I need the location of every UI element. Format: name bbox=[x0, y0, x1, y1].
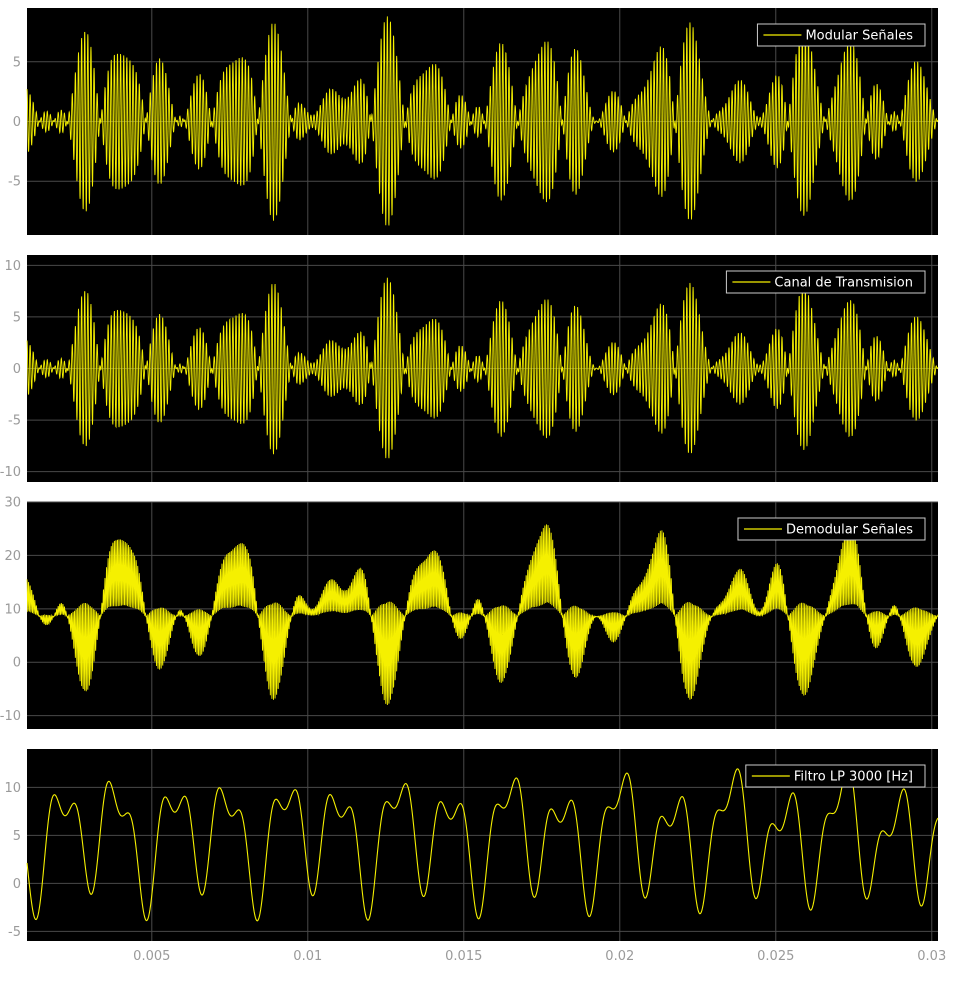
y-tick-label: -5 bbox=[8, 175, 21, 190]
y-tick-label: 10 bbox=[4, 602, 21, 617]
y-tick-label: 20 bbox=[4, 549, 21, 564]
signal-line bbox=[26, 16, 939, 226]
y-tick-label: 5 bbox=[13, 829, 21, 844]
y-tick-label: -10 bbox=[0, 709, 21, 724]
y-tick-labels: -10 0 10 20 30 bbox=[0, 496, 21, 725]
y-tick-label: 0 bbox=[13, 362, 21, 377]
subplot-1: -5 0 5 Modular Señales bbox=[8, 8, 939, 235]
legend: Canal de Transmision bbox=[725, 270, 926, 294]
legend: Demodular Señales bbox=[737, 517, 926, 541]
y-tick-label: 0 bbox=[13, 877, 21, 892]
legend-label: Filtro LP 3000 [Hz] bbox=[794, 770, 913, 785]
x-tick-label: 0.005 bbox=[133, 949, 170, 964]
x-tick-label: 0.03 bbox=[917, 949, 946, 964]
legend-box bbox=[756, 23, 926, 47]
subplot-2: -10 -5 0 5 10 Canal de Transmision bbox=[0, 255, 939, 482]
legend-label: Demodular Señales bbox=[786, 523, 913, 538]
x-tick-label: 0.015 bbox=[445, 949, 482, 964]
legend-box bbox=[725, 270, 926, 294]
y-tick-label: 10 bbox=[4, 259, 21, 274]
grid bbox=[27, 749, 938, 941]
y-tick-labels: -10 -5 0 5 10 bbox=[0, 259, 21, 480]
y-tick-labels: -5 0 5 bbox=[8, 55, 21, 189]
x-tick-label: 0.01 bbox=[293, 949, 322, 964]
x-tick-label: 0.02 bbox=[605, 949, 634, 964]
y-tick-label: -5 bbox=[8, 414, 21, 429]
signal-line bbox=[26, 764, 939, 922]
y-tick-label: -5 bbox=[8, 925, 21, 940]
legend-box bbox=[745, 764, 926, 788]
y-tick-label: 0 bbox=[13, 115, 21, 130]
x-tick-labels: 0.005 0.01 0.015 0.02 0.025 0.03 bbox=[133, 949, 946, 964]
x-tick-label: 0.025 bbox=[757, 949, 794, 964]
y-tick-label: -10 bbox=[0, 465, 21, 480]
legend: Filtro LP 3000 [Hz] bbox=[745, 764, 926, 788]
legend-box bbox=[737, 517, 926, 541]
y-tick-label: 5 bbox=[13, 310, 21, 325]
y-tick-label: 5 bbox=[13, 55, 21, 70]
signal-line bbox=[26, 524, 939, 705]
y-tick-label: 0 bbox=[13, 656, 21, 671]
legend-label: Canal de Transmision bbox=[774, 276, 913, 291]
subplot-3: -10 0 10 20 30 Demodular Señales bbox=[0, 496, 939, 729]
legend: Modular Señales bbox=[756, 23, 926, 47]
y-tick-labels: -5 0 5 10 bbox=[4, 781, 21, 940]
y-tick-label: 30 bbox=[4, 496, 21, 511]
signal-line bbox=[26, 277, 939, 459]
y-tick-label: 10 bbox=[4, 781, 21, 796]
legend-label: Modular Señales bbox=[805, 29, 913, 44]
subplot-4: -5 0 5 10 0.005 0.01 0.015 0.02 0.025 0.03 Filtr… bbox=[4, 749, 946, 964]
